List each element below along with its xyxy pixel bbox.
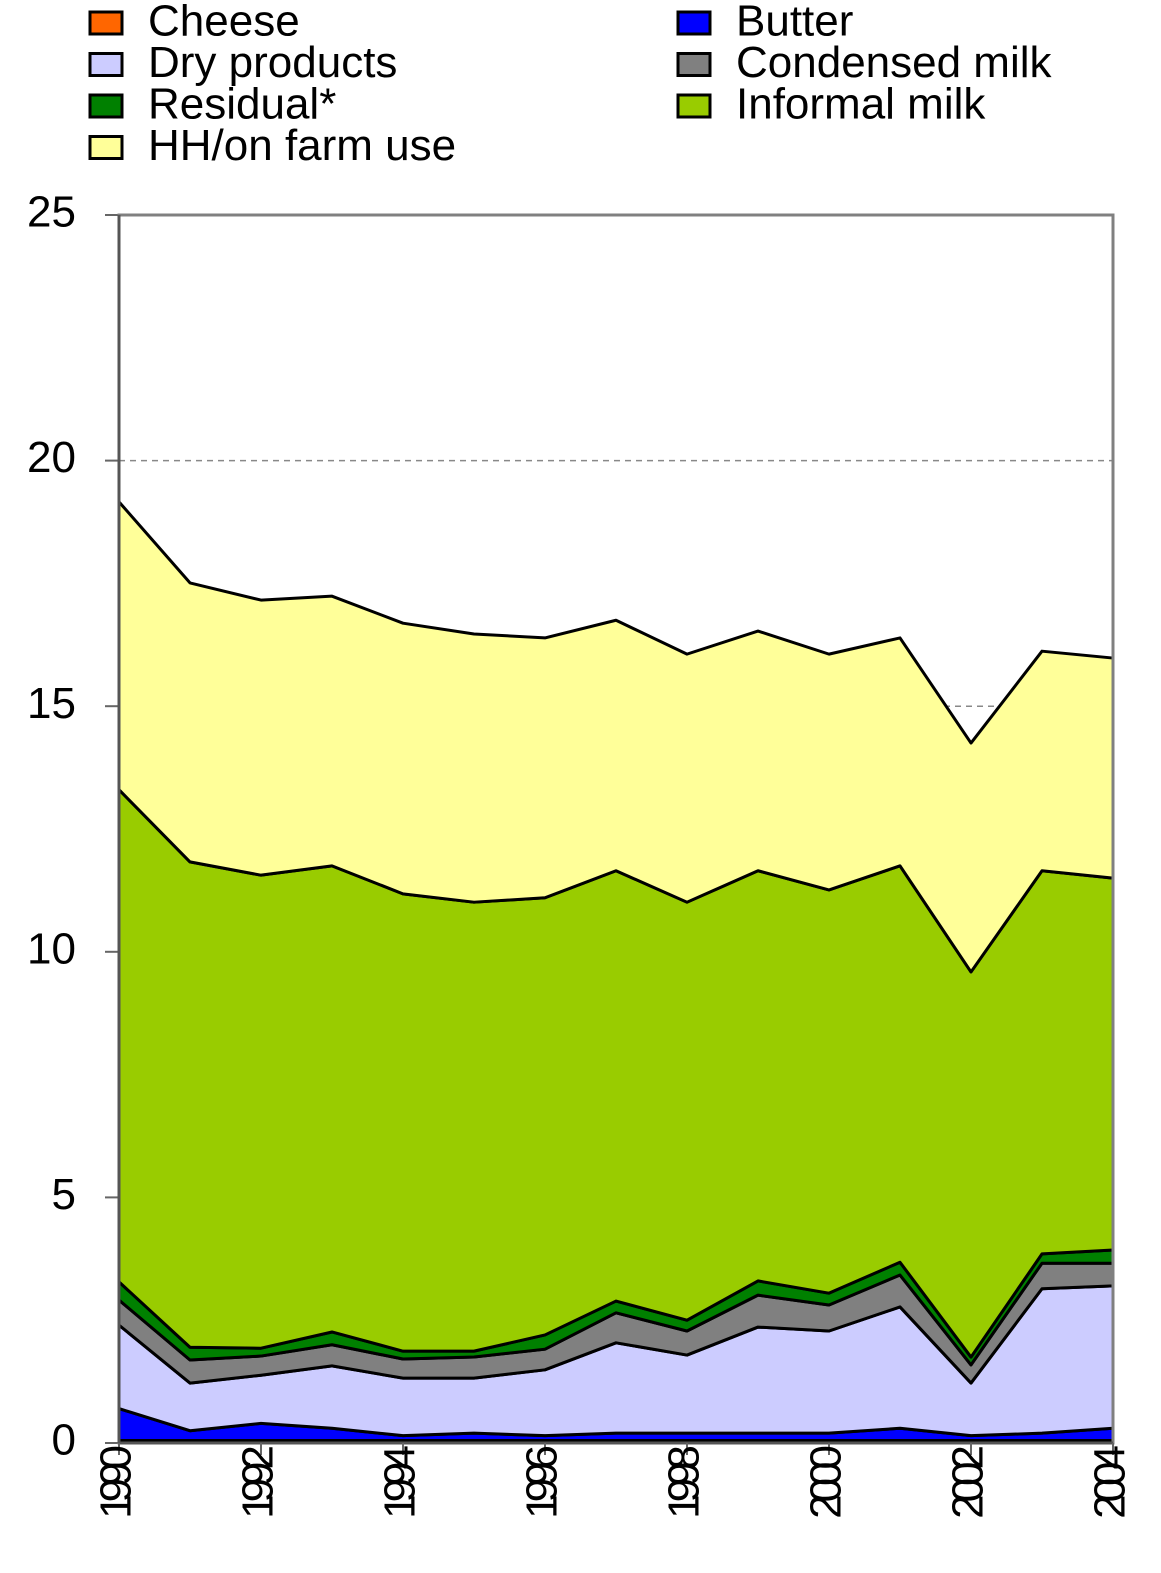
x-tick-label: 2004: [1086, 1445, 1135, 1518]
legend-label: Condensed milk: [736, 38, 1052, 87]
y-tick-label: 10: [27, 924, 76, 973]
legend: Cheese Butter Dry products Condensed milk Re…: [88, 0, 1052, 170]
legend-swatch: [676, 10, 712, 36]
y-tick-label: 25: [27, 188, 76, 237]
legend-swatch: [88, 10, 124, 36]
legend-label: HH/on farm use: [148, 121, 456, 170]
legend-label: Cheese: [148, 0, 300, 46]
legend-swatch: [676, 93, 712, 119]
legend-label: Residual*: [148, 80, 336, 129]
legend-swatch: [88, 135, 124, 160]
legend-label: Informal milk: [736, 80, 986, 129]
x-tick-label: 1992: [234, 1446, 283, 1518]
legend-label: Butter: [736, 0, 853, 46]
legend-label: Dry products: [148, 38, 397, 87]
areas: [117, 500, 1115, 1445]
x-tick-label: 1990: [92, 1446, 141, 1518]
x-tick-label: 1998: [660, 1446, 709, 1518]
y-tick-label: 15: [27, 679, 76, 728]
y-tick-label: 0: [52, 1416, 76, 1465]
legend-swatch: [88, 93, 124, 119]
x-tick-label: 1994: [376, 1445, 425, 1518]
x-tick-label: 2002: [944, 1446, 993, 1518]
legend-swatch: [88, 52, 124, 77]
x-tick-label: 2000: [802, 1446, 851, 1518]
x-tick-label: 1996: [518, 1446, 567, 1518]
axes: 0 5 10 15 20 25 1990 1992 1994 1996 1998 2000 2002 20…: [27, 188, 1135, 1519]
y-tick-label: 5: [52, 1170, 76, 1219]
legend-swatch: [676, 52, 712, 77]
y-tick-label: 20: [27, 433, 76, 482]
